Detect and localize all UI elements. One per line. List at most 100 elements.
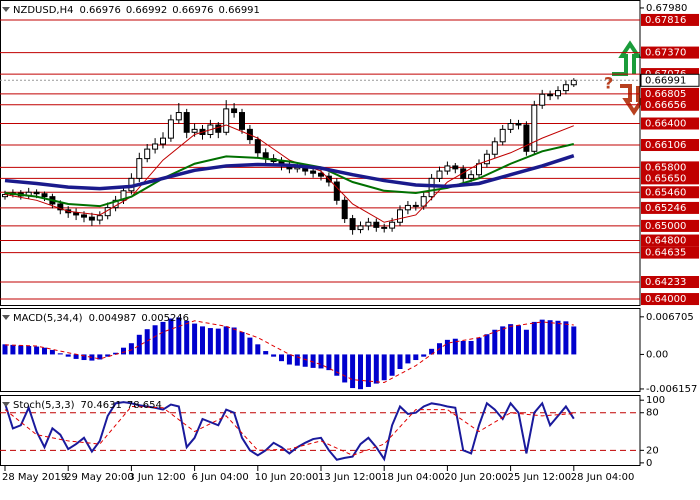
candle-body: [460, 168, 467, 179]
candle-body: [499, 128, 506, 143]
macd-bar: [2, 344, 8, 355]
candle-body: [57, 203, 64, 211]
macd-bar: [318, 354, 324, 369]
macd-bar: [113, 352, 119, 355]
pane-reading: 0.66992: [126, 5, 167, 16]
candle-body: [412, 204, 419, 207]
level-label-box: [641, 13, 699, 26]
x-tick-label: 29 May 20:00: [65, 472, 134, 483]
macd-bar: [57, 353, 63, 355]
macd-bar: [342, 354, 348, 383]
candle-body: [254, 139, 261, 154]
level-label: 0.67816: [645, 15, 686, 26]
candle-body: [515, 123, 522, 126]
macd-bar: [168, 318, 174, 355]
level-label-box: [641, 139, 699, 152]
candle-body: [570, 79, 577, 86]
macd-bar: [571, 326, 577, 355]
candle-body: [333, 181, 340, 201]
macd-bar: [429, 348, 435, 355]
candle-body: [357, 225, 364, 231]
macd-bar: [18, 345, 24, 355]
macd-bar: [310, 354, 316, 368]
x-tick-label: 25 Jun 12:00: [508, 472, 572, 483]
candle-body: [341, 199, 348, 220]
x-tick-label: 3 Jun 12:00: [128, 472, 185, 483]
y-tick-label: 0.67980: [646, 3, 687, 14]
level-label-box: [641, 219, 699, 232]
macd-bar: [105, 354, 111, 357]
x-tick-label: 18 Jun 04:00: [381, 472, 445, 483]
candle-body: [144, 148, 151, 160]
candle-body: [88, 216, 95, 221]
x-tick-label: 20 Jun 20:00: [444, 472, 508, 483]
candle-body: [373, 221, 380, 228]
macd-bar: [500, 326, 506, 355]
y-tick-label: 0: [646, 458, 652, 469]
candle-body: [404, 204, 411, 211]
macd-bar: [531, 321, 537, 355]
macd-bar: [350, 354, 356, 389]
macd-bar: [358, 354, 363, 390]
macd-bar: [89, 354, 95, 361]
y-tick-label: -0.006157: [646, 384, 697, 395]
level-label: 0.65800: [645, 162, 686, 173]
candle-body: [231, 108, 238, 114]
candle-body: [191, 128, 198, 133]
macd-bar: [444, 339, 450, 355]
y-tick-label: 0.00: [646, 349, 668, 360]
macd-bar: [160, 321, 166, 355]
macd-bar: [516, 325, 521, 355]
candle-body: [41, 193, 48, 198]
pane-icon: [2, 402, 10, 407]
candle-body: [389, 221, 396, 229]
candle-body: [239, 112, 245, 130]
macd-bar: [555, 320, 561, 355]
candle-body: [175, 112, 182, 121]
macd-bar: [10, 344, 16, 355]
pane-frame: [0, 395, 641, 466]
x-tick-label: 6 Jun 04:00: [192, 472, 249, 483]
macd-bar: [81, 354, 87, 361]
level-label-box: [641, 201, 699, 214]
macd-bar: [326, 354, 332, 371]
x-tick-label: 13 Jun 12:00: [318, 472, 382, 483]
macd-bar: [468, 340, 474, 355]
pane-frame: [0, 308, 641, 392]
candle-body: [215, 124, 222, 133]
candle-body: [491, 141, 498, 155]
macd-bar: [334, 354, 340, 376]
pane-icon: [2, 315, 10, 320]
macd-bar: [255, 344, 261, 355]
macd-bar: [247, 337, 253, 355]
level-label: 0.64000: [645, 294, 686, 305]
candle-body: [468, 174, 475, 179]
macd-bar: [413, 354, 419, 361]
level-label-box: [641, 161, 699, 174]
pane-reading: 0.66976: [172, 5, 213, 16]
candle-body: [183, 112, 190, 133]
candle-body: [349, 218, 356, 231]
level-label: 0.65460: [645, 187, 686, 198]
x-tick-label: 28 Jun 04:00: [571, 472, 635, 483]
macd-bar: [26, 346, 32, 355]
macd-bar: [65, 354, 71, 357]
macd-bar: [381, 354, 387, 381]
level-label-box: [641, 46, 699, 59]
level-label: 0.66805: [645, 89, 686, 100]
up-arrow: [612, 40, 642, 76]
y-tick-label: 0.006705: [646, 312, 694, 323]
level-label-box: [641, 276, 699, 289]
pane-reading: 0.005246: [141, 313, 189, 324]
pane-reading: 0.66976: [79, 5, 120, 16]
pane-reading: 78.654: [127, 400, 162, 411]
candle-body: [96, 215, 103, 221]
macd-bar: [207, 328, 213, 355]
pane-reading: 0.004987: [89, 313, 137, 324]
last-price-box: [640, 73, 700, 87]
macd-bar: [42, 347, 47, 355]
level-label: 0.66400: [645, 119, 686, 130]
macd-bar: [563, 321, 569, 355]
level-label-box: [641, 234, 699, 247]
